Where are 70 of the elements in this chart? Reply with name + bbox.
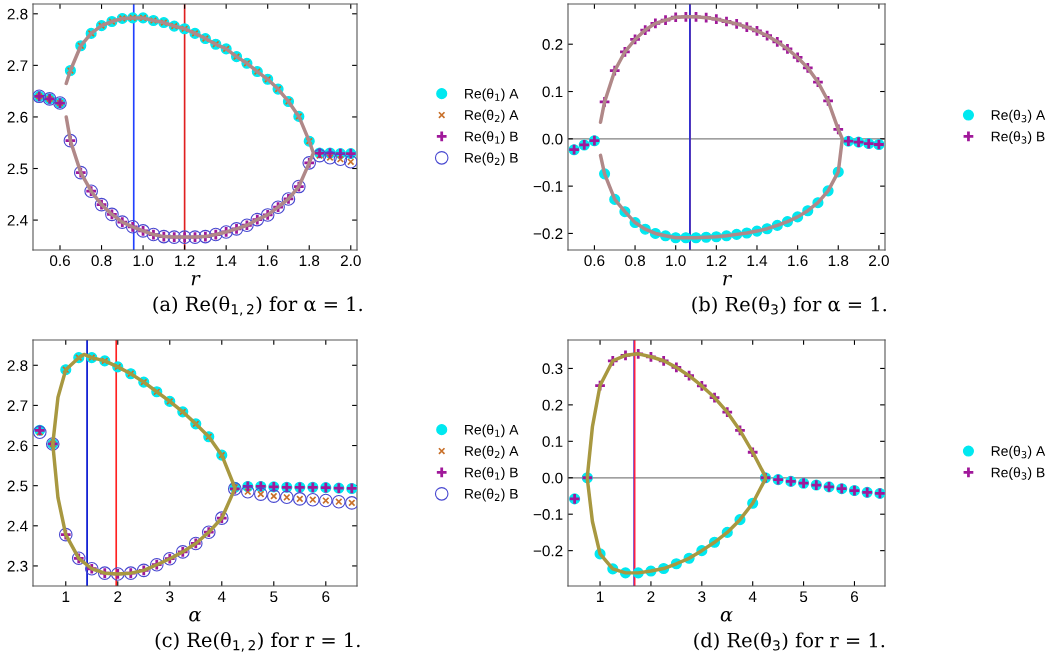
y-tick-label: −0.1 bbox=[533, 181, 563, 192]
x-tick-label: 1.2 bbox=[706, 255, 727, 266]
x-tick-label: 0.8 bbox=[625, 255, 646, 267]
legend-label: Re(θ$_{3}$) A bbox=[991, 445, 1046, 459]
y-tick-label: 2.4 bbox=[7, 214, 28, 226]
x-tick-label: 2.0 bbox=[340, 255, 361, 267]
legend-label: Re(θ$_{1}$) A bbox=[465, 88, 519, 102]
x-tick-label: 4 bbox=[748, 591, 757, 602]
legend-label: Re(θ$_{2}$) A bbox=[465, 109, 519, 123]
y-tick-label: 2.5 bbox=[7, 480, 28, 492]
x-axis-title: α bbox=[720, 610, 733, 622]
x-tick-label: 3 bbox=[698, 591, 706, 603]
x-tick-label: 2 bbox=[647, 591, 655, 602]
legend-label: Re(θ$_{3}$) A bbox=[991, 109, 1046, 123]
y-tick-label: 2.8 bbox=[7, 8, 28, 20]
y-tick-label: 2.8 bbox=[7, 360, 28, 371]
y-tick-label: 0.0 bbox=[542, 133, 563, 145]
y-tick-label: 2.3 bbox=[7, 560, 28, 572]
y-tick-label: −0.1 bbox=[533, 509, 563, 520]
x-tick-label: 4 bbox=[217, 591, 226, 602]
x-tick-label: 1.6 bbox=[258, 255, 278, 267]
legend-label: Re(θ$_{2}$) B bbox=[465, 488, 518, 502]
x-tick-label: 5 bbox=[799, 591, 808, 603]
x-axis-title: r bbox=[191, 274, 201, 286]
y-tick-label: 0.3 bbox=[542, 363, 563, 375]
x-tick-label: 1.8 bbox=[828, 255, 849, 267]
x-tick-label: 3 bbox=[166, 591, 174, 603]
x-tick-label: 0.6 bbox=[49, 255, 70, 267]
x-tick-label: 6 bbox=[322, 591, 330, 603]
y-tick-label: 2.7 bbox=[7, 400, 28, 411]
y-tick-label: 0.2 bbox=[542, 399, 563, 411]
y-tick-label: 0.1 bbox=[542, 86, 563, 98]
y-tick-label: 2.4 bbox=[7, 520, 28, 532]
legend-label: Re(θ$_{2}$) A bbox=[465, 445, 519, 459]
x-tick-label: 1.2 bbox=[175, 255, 195, 266]
legend-label: Re(θ$_{2}$) B bbox=[465, 152, 518, 166]
x-tick-label: 5 bbox=[270, 591, 278, 603]
legend-label: Re(θ$_{1}$) A bbox=[465, 424, 519, 438]
x-tick-label: 1.4 bbox=[216, 255, 237, 266]
text: (a) Re(θ$_{1,2}$) for α = 1. bbox=[153, 295, 362, 316]
x-tick-label: 2 bbox=[114, 591, 122, 602]
x-tick-label: 1.6 bbox=[788, 255, 808, 267]
x-tick-label: 1 bbox=[596, 591, 604, 602]
legend-label: Re(θ$_{1}$) B bbox=[465, 467, 518, 481]
text: (b) Re(θ$_{3}$) for α = 1. bbox=[692, 296, 887, 315]
x-tick-label: 1.0 bbox=[666, 255, 686, 267]
y-tick-label: −0.2 bbox=[533, 228, 563, 240]
x-tick-label: 1.0 bbox=[133, 255, 154, 267]
x-tick-label: 1.8 bbox=[299, 255, 320, 267]
y-tick-label: 2.7 bbox=[7, 60, 28, 71]
x-tick-label: 2.0 bbox=[869, 255, 889, 267]
x-axis-title: α bbox=[189, 610, 202, 622]
y-tick-label: 2.5 bbox=[7, 163, 28, 175]
y-tick-label: 2.6 bbox=[7, 440, 28, 452]
x-tick-label: 0.8 bbox=[91, 255, 112, 267]
x-tick-label: 1 bbox=[62, 591, 70, 602]
y-tick-label: 0.2 bbox=[542, 39, 563, 50]
legend-label: Re(θ$_{3}$) B bbox=[991, 131, 1045, 145]
x-tick-label: 6 bbox=[851, 591, 859, 603]
text: (c) Re(θ$_{1,2}$) for r = 1. bbox=[155, 631, 360, 652]
legend-label: Re(θ$_{3}$) B bbox=[991, 467, 1045, 481]
y-tick-label: 0.0 bbox=[542, 472, 563, 484]
y-tick-label: −0.2 bbox=[533, 545, 563, 557]
text: (d) Re(θ$_{3}$) for r = 1. bbox=[694, 632, 885, 651]
y-tick-label: 0.1 bbox=[542, 436, 563, 447]
x-axis-title: r bbox=[723, 274, 733, 286]
x-tick-label: 0.6 bbox=[584, 255, 605, 267]
y-tick-label: 2.6 bbox=[7, 111, 28, 123]
x-tick-label: 1.4 bbox=[747, 255, 768, 266]
legend-label: Re(θ$_{1}$) B bbox=[465, 131, 518, 145]
